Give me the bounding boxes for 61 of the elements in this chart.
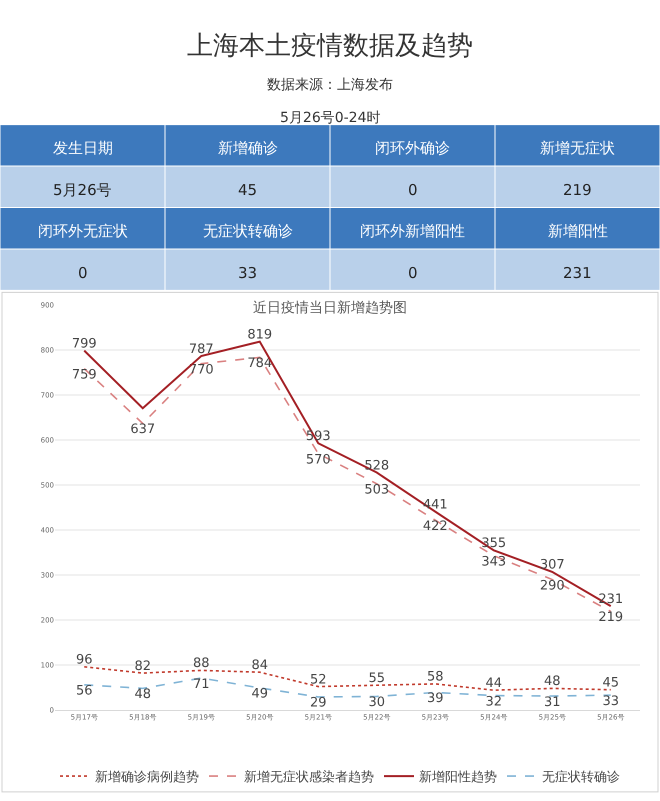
data-label: 31 xyxy=(544,694,561,710)
text: 0 xyxy=(408,264,418,282)
data-label: 503 xyxy=(364,482,390,498)
data-label: 56 xyxy=(76,684,93,699)
data-label: 33 xyxy=(602,694,620,709)
data-label: 84 xyxy=(251,658,268,673)
legend-label: 新增确诊病例趋势 xyxy=(95,770,199,786)
text: 新增阳性 xyxy=(548,222,608,240)
data-label: 55 xyxy=(368,670,386,686)
data-label: 30 xyxy=(368,695,386,710)
text: 新增确诊 xyxy=(218,139,278,157)
data-label: 39 xyxy=(426,691,444,706)
text: 231 xyxy=(563,264,592,282)
legend-label: 新增无症状感染者趋势 xyxy=(244,770,374,786)
data-label: 290 xyxy=(540,578,565,594)
text: 新增无症状 xyxy=(540,139,615,157)
data-label: 82 xyxy=(134,658,152,674)
data-label: 45 xyxy=(602,675,620,690)
data-label: 71 xyxy=(192,676,210,692)
text: 闭环外无症状 xyxy=(38,222,128,240)
text: 5月26号 xyxy=(53,181,112,199)
data-label: 784 xyxy=(247,356,272,372)
data-label: 52 xyxy=(310,672,327,688)
data-label: 570 xyxy=(306,452,331,468)
data-label: 759 xyxy=(72,367,97,382)
text: 33 xyxy=(238,264,258,282)
data-label: 29 xyxy=(310,696,327,711)
data-label: 219 xyxy=(598,610,624,626)
text: 无症状转确诊 xyxy=(203,222,293,240)
data-label: 770 xyxy=(188,362,214,378)
data-label: 49 xyxy=(251,686,268,702)
data-label: 48 xyxy=(134,687,152,702)
text: 上海本土疫情数据及趋势 xyxy=(187,31,473,61)
data-label: 819 xyxy=(247,327,272,342)
data-label: 88 xyxy=(192,656,210,672)
text: 闭环外确诊 xyxy=(375,139,450,157)
data-label: 44 xyxy=(485,676,502,691)
data-label: 528 xyxy=(364,458,390,474)
text: 0 xyxy=(78,264,88,282)
text: 发生日期 xyxy=(53,139,113,157)
text: 数据来源：上海发布 xyxy=(267,77,393,93)
data-label: 343 xyxy=(481,554,506,570)
data-label: 799 xyxy=(72,336,97,352)
data-label: 32 xyxy=(485,694,502,710)
data-label: 637 xyxy=(130,422,156,438)
text: 闭环外新增阳性 xyxy=(360,222,465,240)
text: 219 xyxy=(563,181,592,199)
data-label: 787 xyxy=(188,342,214,357)
text: 45 xyxy=(238,181,258,199)
data-label: 355 xyxy=(481,536,506,552)
text: 5月26号0-24时 xyxy=(280,110,380,126)
data-label: 231 xyxy=(598,592,624,607)
text: 0 xyxy=(408,181,418,199)
legend-label: 无症状转确诊 xyxy=(542,770,620,786)
data-label: 96 xyxy=(76,652,93,668)
data-label: 48 xyxy=(544,674,561,690)
data-label: 422 xyxy=(422,518,448,534)
legend-label: 新增阳性趋势 xyxy=(419,770,497,786)
chart-title: 近日疫情当日新增趋势图 xyxy=(253,300,407,316)
data-label: 307 xyxy=(540,558,565,573)
data-label: 58 xyxy=(426,670,444,685)
